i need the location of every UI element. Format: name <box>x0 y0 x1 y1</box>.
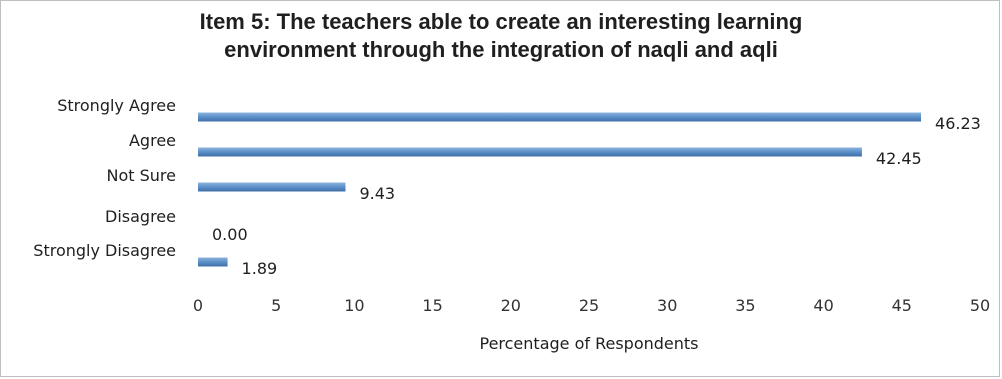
data-label-agree: 42.45 <box>876 149 922 168</box>
bar-agree <box>198 147 862 157</box>
category-label-strongly-agree: Strongly Agree <box>57 96 176 115</box>
x-tick-label-35: 35 <box>735 296 755 315</box>
x-tick-label-40: 40 <box>813 296 833 315</box>
x-axis-title: Percentage of Respondents <box>479 334 698 353</box>
data-label-strongly-agree: 46.23 <box>935 114 981 133</box>
category-labels: Strongly Agree Agree Not Sure Disagree Stron… <box>33 96 176 260</box>
data-label-not-sure: 9.43 <box>359 184 395 203</box>
x-tick-label-30: 30 <box>657 296 677 315</box>
chart-title-line-2: environment through the integration of n… <box>224 37 778 62</box>
x-tick-label-20: 20 <box>501 296 521 315</box>
bar-not-sure <box>198 182 346 192</box>
x-tick-label-50: 50 <box>970 296 990 315</box>
x-tick-label-5: 5 <box>271 296 281 315</box>
category-label-agree: Agree <box>129 131 176 150</box>
chart-title: Item 5: The teachers able to create an i… <box>0 8 1002 64</box>
bar-strongly-agree <box>198 112 922 122</box>
x-tick-label-45: 45 <box>892 296 912 315</box>
x-tick-label-10: 10 <box>344 296 364 315</box>
data-label-disagree: 0.00 <box>212 225 248 244</box>
x-axis-tick-labels: 0 5 10 15 20 25 30 35 40 45 50 <box>193 296 990 315</box>
x-tick-label-0: 0 <box>193 296 203 315</box>
category-label-not-sure: Not Sure <box>107 166 176 185</box>
category-label-strongly-disagree: Strongly Disagree <box>33 241 176 260</box>
data-label-strongly-disagree: 1.89 <box>242 259 278 278</box>
chart-title-line-1: Item 5: The teachers able to create an i… <box>199 9 803 34</box>
bars-group <box>198 112 922 267</box>
bar-strongly-disagree <box>198 257 228 267</box>
x-tick-label-25: 25 <box>579 296 599 315</box>
value-labels: 46.23 42.45 9.43 0.00 1.89 <box>212 114 981 278</box>
category-label-disagree: Disagree <box>105 207 176 226</box>
x-tick-label-15: 15 <box>422 296 442 315</box>
